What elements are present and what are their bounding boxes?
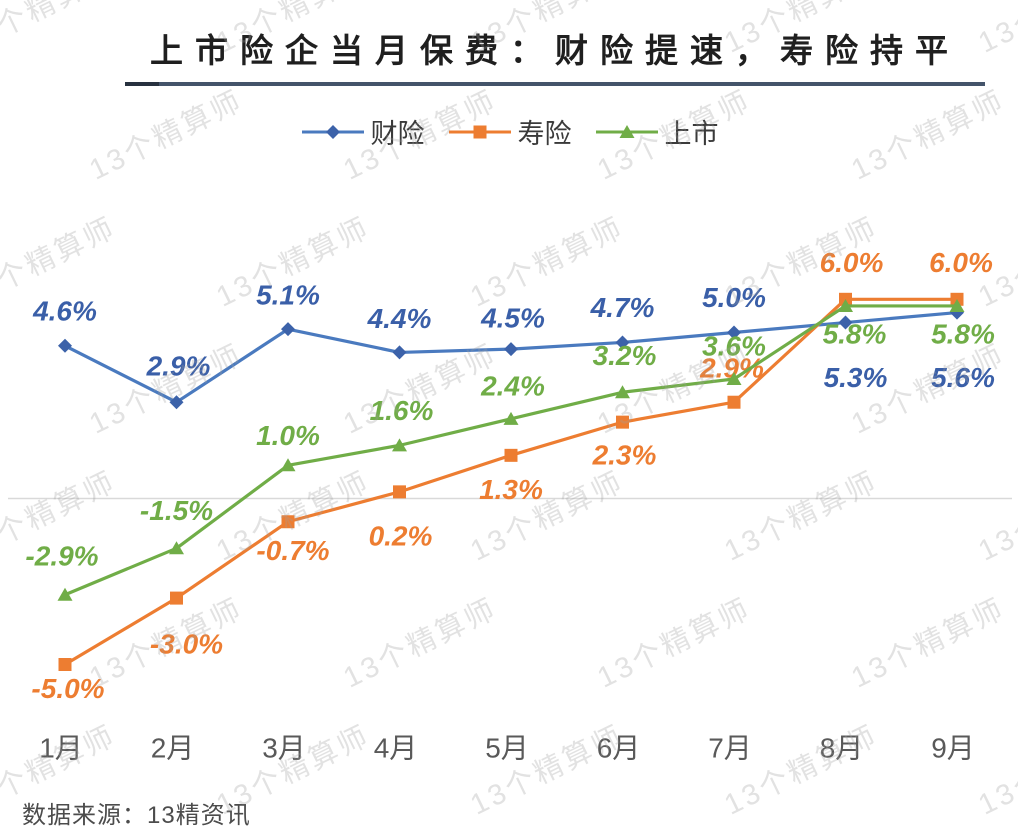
series-2-marker-8 — [949, 298, 965, 312]
data-label-0-5: 4.7% — [590, 292, 655, 323]
x-axis-label-8: 9月 — [931, 733, 975, 764]
x-axis-label-1: 2月 — [151, 733, 195, 764]
x-axis-label-3: 4月 — [374, 733, 418, 764]
data-label-0-0: 4.6% — [32, 295, 97, 326]
series-2-marker-2 — [280, 458, 296, 472]
chart-legend: 财险 寿险 上市 — [0, 112, 1018, 151]
x-axis-label-4: 5月 — [485, 733, 529, 764]
data-label-0-2: 5.1% — [256, 280, 320, 311]
series-2-marker-6 — [726, 371, 742, 385]
data-label-1-7: 6.0% — [820, 247, 884, 278]
series-1-marker-4 — [504, 448, 518, 462]
x-axis-label-6: 7月 — [708, 733, 752, 764]
data-label-2-1: -1.5% — [140, 495, 213, 526]
series-0-marker-6 — [727, 325, 741, 340]
data-label-1-4: 1.3% — [479, 474, 543, 505]
square-marker-icon — [448, 125, 511, 138]
data-label-0-4: 4.5% — [480, 303, 545, 334]
x-axis-label-0: 1月 — [39, 733, 83, 764]
series-2-marker-5 — [615, 385, 630, 399]
series-0-marker-0 — [58, 338, 72, 353]
data-label-0-7: 5.3% — [824, 362, 888, 393]
source-note: 数据来源：13精资讯 — [22, 802, 251, 829]
chart-title: 上市险企当月保费：财险提速，寿险持平 — [150, 32, 960, 69]
series-1-marker-5 — [616, 415, 629, 429]
series-0-marker-7 — [838, 315, 853, 330]
data-label-0-6: 5.0% — [702, 282, 766, 313]
diamond-marker-icon — [301, 124, 364, 139]
data-label-2-8: 5.8% — [931, 318, 995, 349]
data-label-2-0: -2.9% — [25, 540, 98, 571]
legend-item-listed: 上市 — [594, 112, 719, 151]
series-0-marker-5 — [615, 335, 630, 350]
title-underline-cap — [125, 82, 159, 86]
data-label-2-6: 3.6% — [702, 330, 766, 361]
data-label-0-8: 5.6% — [931, 362, 995, 393]
x-axis-label-5: 6月 — [597, 733, 641, 764]
legend-item-life-insurance: 寿险 — [447, 112, 572, 151]
data-label-0-1: 2.9% — [146, 351, 211, 382]
series-1-marker-6 — [727, 395, 741, 409]
data-label-0-3: 4.4% — [367, 303, 432, 334]
data-label-1-2: -0.7% — [256, 535, 329, 566]
data-label-2-2: 1.0% — [256, 420, 320, 451]
series-2-marker-3 — [392, 438, 407, 452]
series-0-marker-1 — [169, 395, 184, 410]
series-1-marker-3 — [393, 485, 406, 499]
series-1-marker-1 — [170, 591, 183, 605]
data-label-2-7: 5.8% — [823, 318, 887, 349]
legend-item-property-insurance: 财险 — [300, 112, 425, 151]
series-2-marker-1 — [169, 541, 184, 555]
series-1-marker-2 — [281, 515, 295, 529]
triangle-marker-icon — [595, 124, 658, 138]
data-label-2-3: 1.6% — [370, 395, 434, 426]
series-1-marker-0 — [58, 658, 72, 671]
title-underline — [125, 82, 985, 86]
data-label-2-4: 2.4% — [480, 370, 545, 401]
series-0-marker-4 — [504, 342, 518, 357]
data-label-2-5: 3.2% — [593, 340, 657, 371]
series-0-marker-3 — [392, 345, 407, 360]
data-label-1-3: 0.2% — [369, 520, 433, 551]
data-label-1-0: -5.0% — [31, 673, 104, 704]
legend-label: 寿险 — [517, 119, 572, 149]
series-0-marker-2 — [281, 322, 295, 337]
legend-label: 上市 — [664, 119, 719, 149]
series-2-marker-7 — [838, 298, 853, 312]
x-axis-label-7: 8月 — [820, 733, 864, 764]
data-label-1-1: -3.0% — [150, 629, 223, 660]
series-2-marker-4 — [503, 411, 519, 425]
data-label-1-8: 6.0% — [929, 247, 993, 278]
x-axis-label-2: 3月 — [262, 733, 306, 764]
data-label-1-5: 2.3% — [592, 440, 657, 471]
legend-label: 财险 — [370, 119, 425, 149]
series-2-marker-0 — [57, 587, 73, 601]
